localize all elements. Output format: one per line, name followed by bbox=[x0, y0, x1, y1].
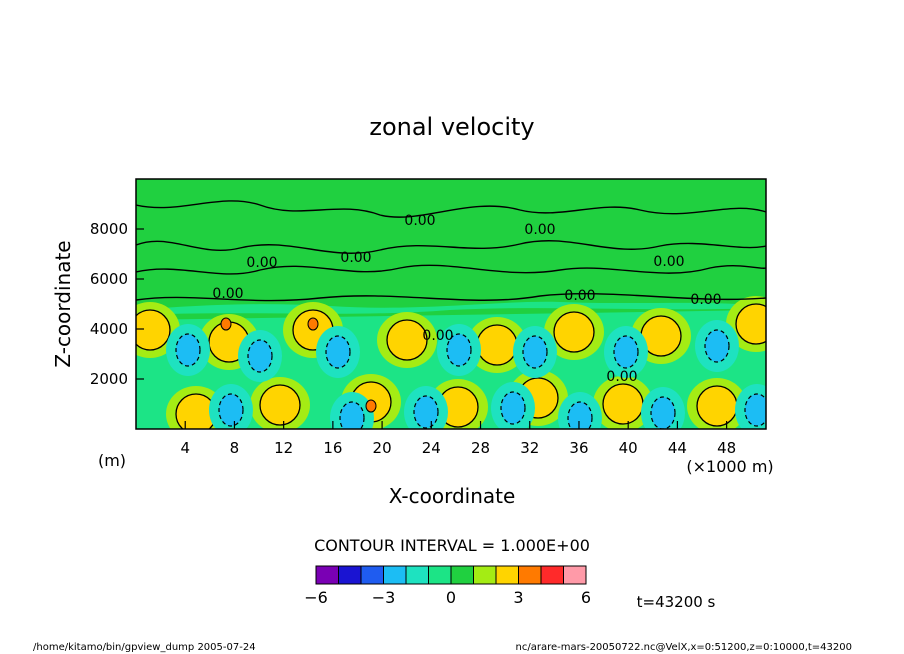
colorbar-swatch bbox=[405, 565, 429, 585]
contour-interval: CONTOUR INTERVAL = 1.000E+00 bbox=[314, 536, 590, 555]
negative-core bbox=[446, 333, 472, 367]
x-tick-label: 20 bbox=[373, 439, 392, 457]
colorbar-swatch bbox=[518, 565, 542, 585]
positive-core bbox=[602, 383, 644, 425]
x-axis: 4 8 12 16 20 24 28 32 36 40 44 48 bbox=[180, 421, 736, 457]
contour-label: 0.00 bbox=[404, 213, 435, 229]
y-axis: 2000 4000 6000 8000 bbox=[90, 220, 144, 388]
negative-core bbox=[704, 329, 730, 363]
x-tick-label: 16 bbox=[323, 439, 342, 457]
footer-right: nc/arare-mars-20050722.nc@VelX,x=0:51200… bbox=[516, 642, 852, 653]
x-unit-left: (m) bbox=[98, 451, 126, 470]
contour-label: 0.00 bbox=[653, 254, 684, 270]
max-core bbox=[365, 399, 377, 413]
contour-label: 0.00 bbox=[690, 292, 721, 308]
x-tick-label: 24 bbox=[422, 439, 441, 457]
negative-core bbox=[325, 335, 351, 369]
colorbar-swatch bbox=[540, 565, 564, 585]
x-tick-label: 48 bbox=[717, 439, 736, 457]
x-tick-label: 8 bbox=[230, 439, 240, 457]
plot-frame bbox=[135, 178, 767, 430]
colorbar-swatch bbox=[563, 565, 587, 585]
colorbar-swatch bbox=[338, 565, 362, 585]
contour-blobs bbox=[136, 296, 766, 429]
colorbar-ticks: −6 −3 0 3 6 bbox=[304, 588, 591, 607]
contour-label: 0.00 bbox=[422, 328, 453, 344]
contour-line bbox=[136, 293, 766, 302]
y-tick-label: 6000 bbox=[90, 270, 128, 288]
contour-label: 0.00 bbox=[246, 255, 277, 271]
colorbar-tick-label: 3 bbox=[513, 588, 523, 607]
negative-core bbox=[650, 396, 676, 429]
plot-area bbox=[136, 179, 766, 429]
y-tick-label: 2000 bbox=[90, 370, 128, 388]
negative-core bbox=[218, 393, 244, 427]
negative-core bbox=[567, 401, 593, 429]
colorbar-swatch bbox=[495, 565, 519, 585]
time-label: t=43200 s bbox=[637, 593, 716, 611]
colorbar-swatch bbox=[315, 565, 339, 585]
negative-core bbox=[500, 391, 526, 425]
negative-core bbox=[247, 339, 273, 373]
colorbar-swatch bbox=[428, 565, 452, 585]
footer-left: /home/kitamo/bin/gpview_dump 2005-07-24 bbox=[33, 642, 256, 653]
colorbar-tick-label: 0 bbox=[446, 588, 456, 607]
contour-label: 0.00 bbox=[606, 369, 637, 385]
contour-label: 0.00 bbox=[564, 288, 595, 304]
chart-title: zonal velocity bbox=[369, 113, 534, 141]
colorbar-tick-label: 6 bbox=[581, 588, 591, 607]
negative-core bbox=[175, 333, 201, 367]
contour-label: 0.00 bbox=[524, 222, 555, 238]
colorbar-swatch bbox=[450, 565, 474, 585]
negative-core bbox=[413, 395, 439, 429]
y-axis-label: Z-coordinate bbox=[51, 240, 75, 367]
contour-label: 0.00 bbox=[212, 286, 243, 302]
colorbar-swatch bbox=[383, 565, 407, 585]
positive-core bbox=[553, 311, 595, 353]
positive-core bbox=[696, 385, 738, 427]
contour-label-group: 0.000.000.00 0.000.00 0.000.000.000.000.00 bbox=[212, 213, 721, 385]
x-tick-label: 12 bbox=[274, 439, 293, 457]
x-tick-label: 40 bbox=[619, 439, 638, 457]
x-tick-label: 44 bbox=[668, 439, 687, 457]
negative-core bbox=[744, 393, 766, 427]
colorbar-tick-label: −3 bbox=[372, 588, 396, 607]
negative-core bbox=[613, 335, 639, 369]
positive-core bbox=[259, 384, 301, 426]
colorbar bbox=[315, 565, 587, 585]
contour-line bbox=[136, 264, 766, 275]
x-tick-label: 32 bbox=[520, 439, 539, 457]
positive-core bbox=[386, 319, 428, 361]
negative-core bbox=[522, 335, 548, 369]
x-tick-label: 4 bbox=[180, 439, 190, 457]
contour-label: 0.00 bbox=[340, 250, 371, 266]
negative-core bbox=[339, 401, 365, 429]
max-core bbox=[307, 317, 319, 331]
contour-line bbox=[136, 200, 766, 218]
colorbar-swatch bbox=[360, 565, 384, 585]
y-tick-label: 4000 bbox=[90, 320, 128, 338]
y-tick-label: 8000 bbox=[90, 220, 128, 238]
positive-core bbox=[476, 324, 518, 366]
x-unit-right: (×1000 m) bbox=[686, 457, 773, 476]
max-core bbox=[220, 317, 232, 331]
colorbar-tick-label: −6 bbox=[304, 588, 328, 607]
x-tick-label: 28 bbox=[471, 439, 490, 457]
contour-line bbox=[136, 240, 766, 254]
x-tick-label: 36 bbox=[569, 439, 588, 457]
positive-core bbox=[136, 309, 171, 351]
positive-core bbox=[735, 303, 766, 345]
colorbar-swatch bbox=[473, 565, 497, 585]
x-axis-label: X-coordinate bbox=[389, 484, 516, 508]
